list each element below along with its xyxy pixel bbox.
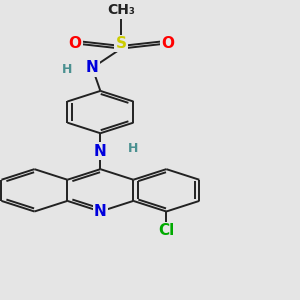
Text: CH₃: CH₃	[107, 2, 135, 16]
Text: N: N	[94, 204, 107, 219]
Text: N: N	[86, 60, 99, 75]
Text: Cl: Cl	[158, 223, 175, 238]
Text: O: O	[68, 36, 82, 51]
Text: S: S	[116, 36, 127, 51]
Text: O: O	[161, 36, 174, 51]
Text: H: H	[62, 63, 72, 76]
Text: N: N	[94, 144, 107, 159]
Text: H: H	[128, 142, 138, 155]
